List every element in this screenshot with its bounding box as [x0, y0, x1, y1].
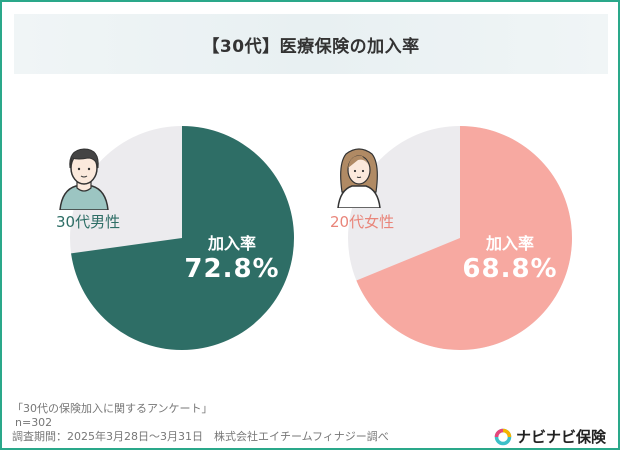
pie-label-male: 加入率 72.8%: [172, 230, 292, 284]
rate-caption: 加入率: [485, 234, 534, 253]
group-label-male-30s: 30代男性: [56, 213, 121, 231]
rate-caption: 加入率: [207, 234, 256, 253]
pie-slice-value: [71, 126, 294, 350]
male-person-icon: [59, 148, 109, 210]
pie-slice-value: [356, 126, 572, 350]
rate-value: 68.8%: [462, 254, 558, 284]
title-banner: 【30代】医療保険の加入率: [14, 14, 608, 74]
logo-mark-icon: [494, 428, 512, 445]
group-label-female-20s: 20代女性: [330, 213, 395, 231]
page-title: 【30代】医療保険の加入率: [202, 36, 420, 57]
rate-value: 72.8%: [184, 254, 280, 284]
sample-size: n=302: [15, 416, 53, 429]
pie-label-female: 加入率 68.8%: [450, 230, 570, 284]
brand-logo: ナビナビ保険: [494, 426, 606, 447]
female-person-icon: [337, 148, 381, 208]
survey-name: 「30代の保険加入に関するアンケート」: [12, 402, 213, 415]
survey-period: 調査期間：2025年3月28日～3月31日 株式会社エイチームフィナジー調べ: [12, 430, 389, 443]
logo-text: ナビナビ保険: [515, 428, 606, 446]
footer-notes: 「30代の保険加入に関するアンケート」 n=302 調査期間：2025年3月28…: [12, 402, 389, 444]
